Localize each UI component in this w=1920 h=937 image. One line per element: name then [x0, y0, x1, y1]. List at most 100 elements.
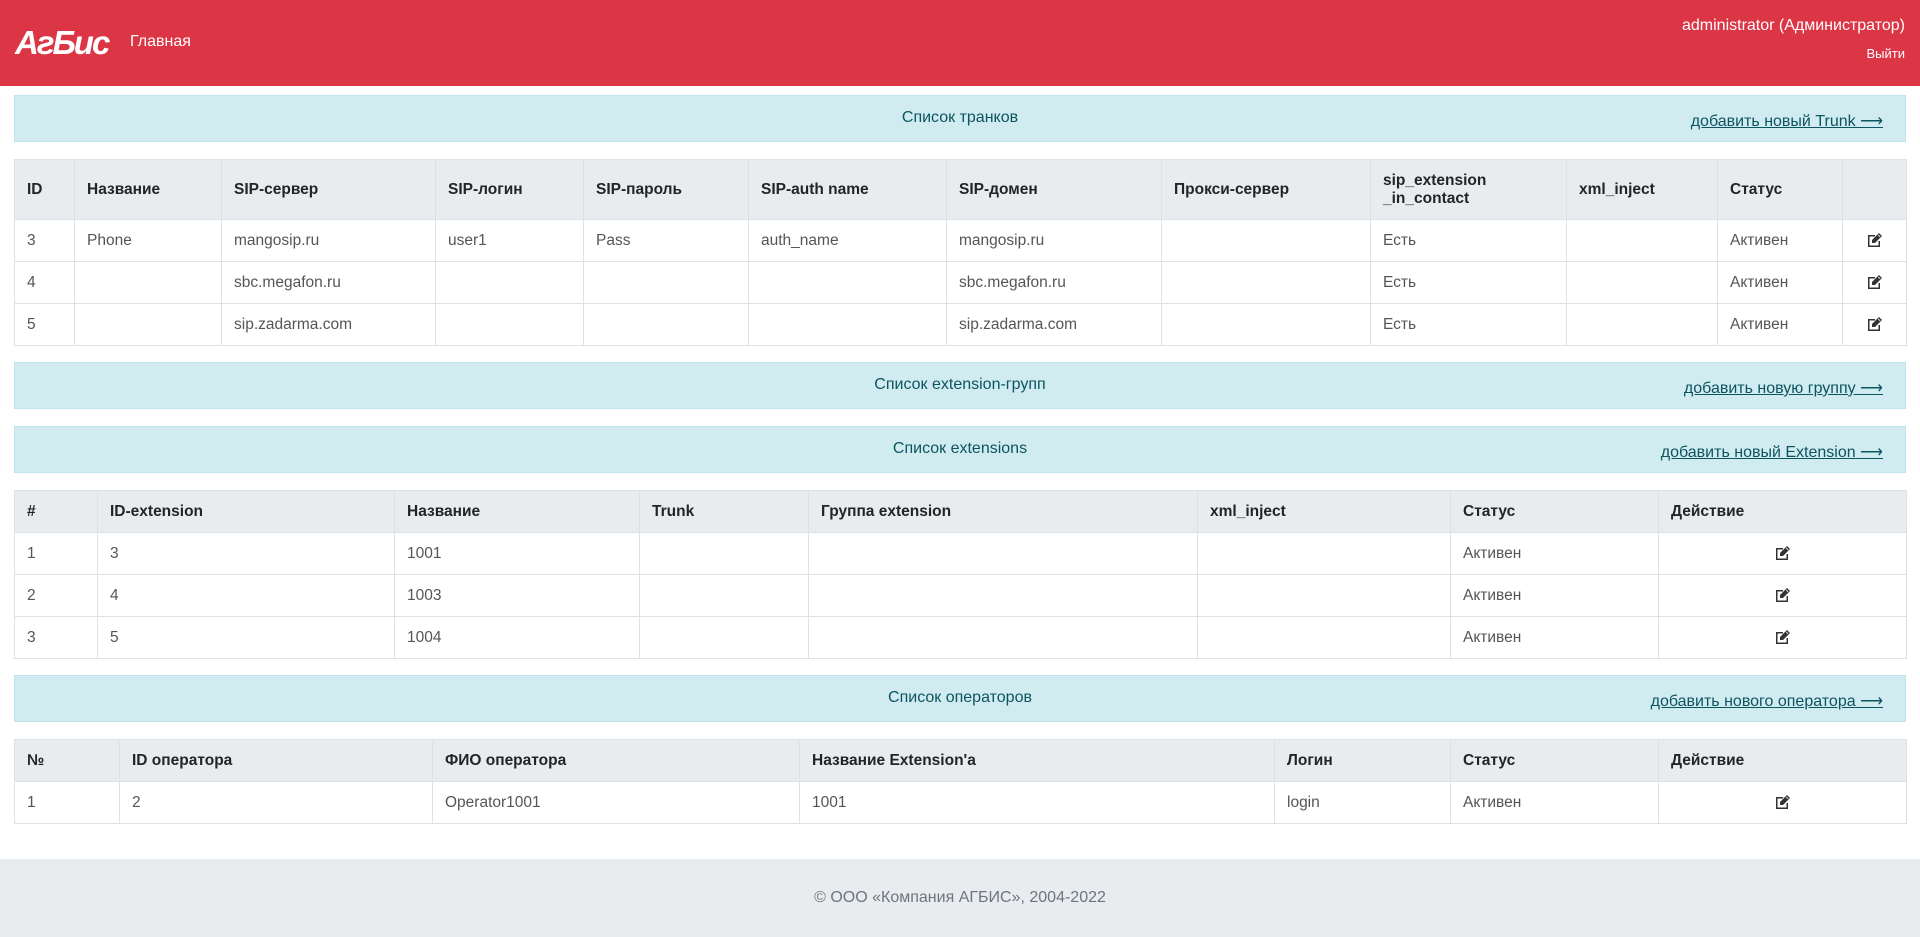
cell — [1197, 616, 1451, 659]
column-header: sip_extension _in_contact — [1370, 159, 1567, 220]
cell: Активен — [1450, 781, 1659, 824]
row: 1 3 1001 Активен — [14, 532, 1907, 575]
cell — [1566, 303, 1718, 346]
edit-icon[interactable] — [1774, 794, 1791, 810]
cell — [808, 574, 1198, 617]
column-header: Статус — [1450, 739, 1659, 782]
column-header: Trunk — [639, 490, 809, 533]
add-link[interactable]: добавить новую группу ⟶ — [1683, 380, 1883, 397]
action-cell — [1658, 781, 1907, 824]
row: 5 sip.zadarma.com sip.zadarma.com Есть Актив… — [14, 303, 1907, 346]
footer: © ООО «Компания АГБИС», 2004-2022 — [0, 859, 1920, 937]
data-table: № ID оператора ФИО оператора Название Exten… — [14, 739, 1907, 824]
cell — [748, 303, 947, 346]
cell — [1197, 532, 1451, 575]
action-cell — [1658, 574, 1907, 617]
column-header: xml_inject — [1566, 159, 1718, 220]
header-row: # ID-extension Название Trunk Группа extensi… — [14, 490, 1907, 533]
edit-icon[interactable] — [1866, 232, 1883, 248]
action-cell — [1658, 532, 1907, 575]
section-bar: Список транков добавить новый Trunk ⟶ — [14, 95, 1906, 142]
logout[interactable]: Выйти — [1866, 46, 1906, 61]
cell: Operator1001 — [432, 781, 800, 824]
column-header: SIP-auth name — [748, 159, 947, 220]
action-cell — [1842, 219, 1907, 262]
column-header: Группа extension — [808, 490, 1198, 533]
user-name: administrator (Администратор) — [1681, 17, 1905, 34]
cell: 3 — [14, 616, 98, 659]
column-header: Статус — [1717, 159, 1843, 220]
row: 2 4 1003 Активен — [14, 574, 1907, 617]
section-title: Список транков — [901, 109, 1019, 126]
cell: Есть — [1370, 303, 1567, 346]
edit-icon[interactable] — [1866, 316, 1883, 332]
column-header: ID оператора — [119, 739, 433, 782]
cell: 3 — [97, 532, 395, 575]
column-header: SIP-логин — [435, 159, 584, 220]
nav-home[interactable]: Главная — [130, 33, 191, 50]
column-header: ID-extension — [97, 490, 395, 533]
column-header: Название Extension'а — [799, 739, 1275, 782]
cell: sbc.megafon.ru — [221, 261, 436, 304]
cell: login — [1274, 781, 1451, 824]
logo[interactable]: АгБис — [15, 24, 110, 61]
cell: 1 — [14, 781, 120, 824]
cell: sip.zadarma.com — [221, 303, 436, 346]
data-table: # ID-extension Название Trunk Группа extensi… — [14, 490, 1907, 659]
cell: Активен — [1450, 616, 1659, 659]
main: Список транков добавить новый Trunk ⟶ ID На… — [0, 86, 1920, 859]
add-link[interactable]: добавить новый Extension ⟶ — [1660, 444, 1883, 461]
top-bar: АгБис Главная administrator (Администрат… — [0, 0, 1920, 86]
cell: mangosip.ru — [946, 219, 1162, 262]
cell: Pass — [583, 219, 749, 262]
action-cell — [1842, 303, 1907, 346]
column-header: № — [14, 739, 120, 782]
edit-icon[interactable] — [1774, 587, 1791, 603]
cell — [583, 303, 749, 346]
column-header: # — [14, 490, 98, 533]
header-row: № ID оператора ФИО оператора Название Exten… — [14, 739, 1907, 782]
cell: 4 — [97, 574, 395, 617]
column-header: Действие — [1658, 490, 1907, 533]
cell: 1001 — [394, 532, 640, 575]
action-cell — [1658, 616, 1907, 659]
row: 1 2 Operator1001 1001 login Активен — [14, 781, 1907, 824]
cell — [639, 532, 809, 575]
edit-icon[interactable] — [1866, 274, 1883, 290]
cell: Активен — [1717, 219, 1843, 262]
cell: mangosip.ru — [221, 219, 436, 262]
column-header: ID — [14, 159, 75, 220]
cell: user1 — [435, 219, 584, 262]
section-bar: Список extension-групп добавить новую гру… — [14, 362, 1906, 409]
column-header: Статус — [1450, 490, 1659, 533]
edit-icon[interactable] — [1774, 545, 1791, 561]
cell — [808, 616, 1198, 659]
data-table: ID Название SIP-сервер SIP-логин SIP-пароль S… — [14, 159, 1907, 346]
add-link[interactable]: добавить нового оператора ⟶ — [1650, 693, 1883, 710]
row: 3 5 1004 Активен — [14, 616, 1907, 659]
cell: Активен — [1450, 574, 1659, 617]
cell — [1566, 219, 1718, 262]
cell: 1004 — [394, 616, 640, 659]
cell: sip.zadarma.com — [946, 303, 1162, 346]
cell — [1161, 219, 1371, 262]
cell: 5 — [97, 616, 395, 659]
cell — [639, 616, 809, 659]
cell: Есть — [1370, 261, 1567, 304]
cell: Активен — [1450, 532, 1659, 575]
add-link[interactable]: добавить новый Trunk ⟶ — [1690, 113, 1883, 130]
cell — [435, 261, 584, 304]
cell: 4 — [14, 261, 75, 304]
cell: Phone — [74, 219, 222, 262]
cell: auth_name — [748, 219, 947, 262]
column-header: SIP-пароль — [583, 159, 749, 220]
cell — [1161, 303, 1371, 346]
cell — [583, 261, 749, 304]
cell — [74, 303, 222, 346]
edit-icon[interactable] — [1774, 629, 1791, 645]
cell: 1 — [14, 532, 98, 575]
cell — [1197, 574, 1451, 617]
column-header — [1842, 159, 1907, 220]
column-header: Действие — [1658, 739, 1907, 782]
